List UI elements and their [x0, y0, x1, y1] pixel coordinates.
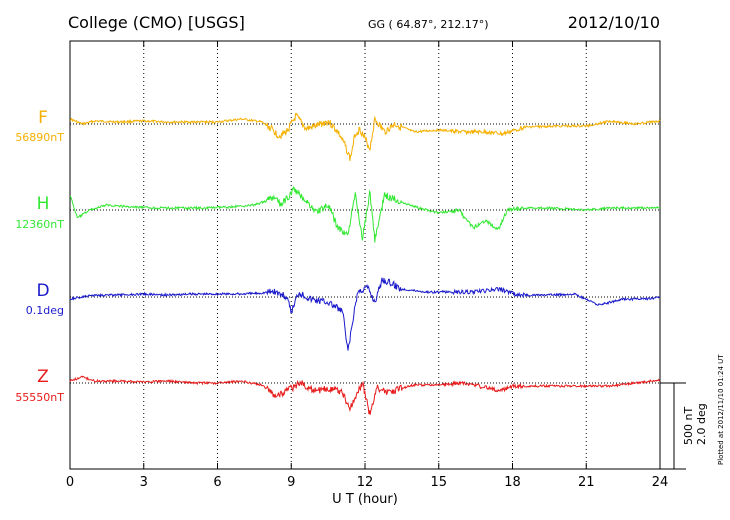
series-line-d	[69, 277, 661, 351]
x-tick-label: 3	[140, 475, 148, 490]
x-tick-label: 21	[578, 475, 595, 490]
x-tick-label: 15	[430, 475, 447, 490]
series-line-h	[69, 186, 661, 243]
scale-label-deg: 2.0 deg	[695, 403, 708, 445]
series-name-d: D	[36, 281, 49, 301]
series-group	[69, 112, 661, 415]
plotted-at-note: Plotted at 2012/11/10 01:24 UT	[717, 354, 725, 465]
x-tick-label: 18	[504, 475, 521, 490]
x-axis-label: U T (hour)	[332, 492, 398, 507]
series-baseline-h: 12360nT	[15, 218, 64, 231]
station-title: College (CMO) [USGS]	[68, 13, 245, 32]
x-axis: 0 3 6 9 12 15 18 21 24	[66, 41, 668, 490]
series-name-f: F	[38, 108, 48, 128]
x-tick-label: 6	[213, 475, 221, 490]
series-line-z	[69, 375, 661, 415]
station-coords: GG ( 64.87°, 212.17°)	[368, 18, 489, 31]
x-tick-label: 24	[652, 475, 669, 490]
scale-label-nt: 500 nT	[682, 407, 695, 445]
series-name-h: H	[37, 194, 50, 214]
scale-bar: 500 nT 2.0 deg	[660, 382, 708, 470]
series-name-z: Z	[37, 367, 49, 387]
x-tick-label: 0	[66, 475, 74, 490]
grid-lines	[143, 41, 587, 469]
series-baseline-z: 55550nT	[15, 391, 64, 404]
x-tick-label: 9	[287, 475, 295, 490]
series-labels: F 56890nT H 12360nT D 0.1deg Z 55550nT	[15, 108, 64, 404]
chart-date: 2012/10/10	[568, 13, 660, 32]
series-baseline-d: 0.1deg	[26, 304, 64, 317]
x-tick-label: 12	[357, 475, 374, 490]
series-baseline-f: 56890nT	[15, 131, 64, 144]
baselines	[70, 123, 660, 384]
series-line-f	[69, 112, 661, 161]
